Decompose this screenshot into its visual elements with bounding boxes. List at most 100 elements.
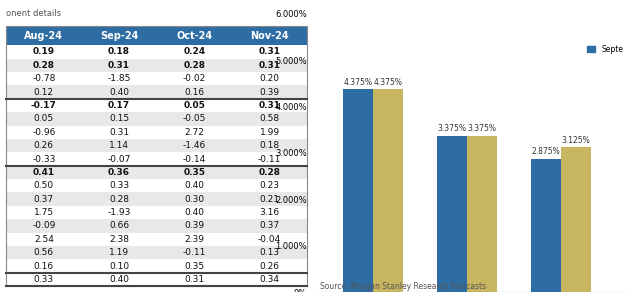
Bar — [6, 206, 307, 219]
Text: 1.19: 1.19 — [109, 248, 129, 257]
Bar — [6, 59, 307, 72]
Text: 1.14: 1.14 — [109, 141, 129, 150]
Text: 3.125%: 3.125% — [562, 136, 591, 145]
Text: -0.96: -0.96 — [32, 128, 56, 137]
Bar — [6, 259, 307, 273]
Bar — [6, 246, 307, 259]
Text: 2.38: 2.38 — [109, 235, 129, 244]
Text: 0.35: 0.35 — [183, 168, 206, 177]
Text: -0.33: -0.33 — [32, 154, 56, 164]
Bar — [6, 273, 307, 286]
Text: onent details: onent details — [6, 8, 61, 18]
Text: 0.05: 0.05 — [34, 114, 54, 123]
Text: 0.28: 0.28 — [183, 61, 206, 70]
Text: 3.375%: 3.375% — [438, 124, 466, 133]
Bar — [343, 89, 373, 292]
Text: -0.14: -0.14 — [182, 154, 206, 164]
Bar — [6, 85, 307, 99]
Text: 0.40: 0.40 — [109, 88, 129, 97]
Bar — [6, 26, 307, 286]
Text: 0.66: 0.66 — [109, 221, 129, 230]
Bar — [467, 135, 497, 292]
Text: 3.16: 3.16 — [260, 208, 280, 217]
Text: 4.375%: 4.375% — [374, 78, 403, 87]
Legend: Septe: Septe — [584, 42, 626, 57]
Text: 0.33: 0.33 — [34, 275, 54, 284]
Text: -0.07: -0.07 — [107, 154, 131, 164]
Text: 0.58: 0.58 — [260, 114, 280, 123]
Text: 0.16: 0.16 — [184, 88, 204, 97]
Text: 0.40: 0.40 — [184, 208, 204, 217]
Text: 0.17: 0.17 — [108, 101, 130, 110]
Text: 0.31: 0.31 — [259, 101, 281, 110]
Bar — [6, 112, 307, 126]
Text: 0.12: 0.12 — [34, 88, 54, 97]
Bar — [6, 219, 307, 233]
Text: 0.37: 0.37 — [260, 221, 280, 230]
Text: -0.17: -0.17 — [31, 101, 57, 110]
Text: 0.18: 0.18 — [108, 48, 130, 56]
Text: 0.36: 0.36 — [108, 168, 130, 177]
Text: -0.05: -0.05 — [182, 114, 206, 123]
Text: 0.41: 0.41 — [33, 168, 55, 177]
Text: 0.18: 0.18 — [260, 141, 280, 150]
Text: 0.31: 0.31 — [108, 61, 130, 70]
Bar — [6, 99, 307, 112]
Text: Oct-24: Oct-24 — [176, 31, 213, 41]
Text: 0.28: 0.28 — [33, 61, 55, 70]
Text: 0.21: 0.21 — [260, 195, 280, 204]
Text: -0.09: -0.09 — [32, 221, 56, 230]
Text: 1.99: 1.99 — [260, 128, 280, 137]
Text: 2.54: 2.54 — [34, 235, 54, 244]
Text: 0.28: 0.28 — [109, 195, 129, 204]
Bar — [437, 135, 467, 292]
Text: 0.23: 0.23 — [260, 181, 280, 190]
Text: 0.10: 0.10 — [109, 262, 129, 271]
Bar — [82, 26, 157, 45]
Bar — [6, 139, 307, 152]
Text: -0.02: -0.02 — [182, 74, 206, 83]
Text: 0.35: 0.35 — [184, 262, 204, 271]
Text: 4.375%: 4.375% — [344, 78, 372, 87]
Text: 2.875%: 2.875% — [532, 147, 561, 157]
Bar — [6, 126, 307, 139]
Text: 0.31: 0.31 — [184, 275, 204, 284]
Text: 0.26: 0.26 — [260, 262, 280, 271]
Text: 0.13: 0.13 — [260, 248, 280, 257]
Text: Nov-24: Nov-24 — [250, 31, 289, 41]
Text: 3.375%: 3.375% — [468, 124, 497, 133]
Text: 2.39: 2.39 — [184, 235, 204, 244]
Text: Aug-24: Aug-24 — [24, 31, 63, 41]
Text: -1.93: -1.93 — [107, 208, 131, 217]
Bar — [232, 26, 307, 45]
Text: -0.78: -0.78 — [32, 74, 56, 83]
Bar — [373, 89, 403, 292]
Text: 0.30: 0.30 — [184, 195, 204, 204]
Text: 0.16: 0.16 — [34, 262, 54, 271]
Bar — [6, 166, 307, 179]
Bar — [6, 179, 307, 192]
Text: 0.19: 0.19 — [33, 48, 55, 56]
Bar — [6, 26, 82, 45]
Bar — [6, 192, 307, 206]
Bar — [6, 233, 307, 246]
Bar — [531, 159, 561, 292]
Text: 0.39: 0.39 — [260, 88, 280, 97]
Text: 0.33: 0.33 — [109, 181, 129, 190]
Text: 0.24: 0.24 — [183, 48, 206, 56]
Text: -1.46: -1.46 — [182, 141, 206, 150]
Text: -0.11: -0.11 — [258, 154, 282, 164]
Text: 0.15: 0.15 — [109, 114, 129, 123]
Text: 0.31: 0.31 — [109, 128, 129, 137]
Text: 0.20: 0.20 — [260, 74, 280, 83]
Text: -1.85: -1.85 — [107, 74, 131, 83]
Text: Sep-24: Sep-24 — [100, 31, 139, 41]
Text: -0.04: -0.04 — [258, 235, 282, 244]
Text: 0.50: 0.50 — [34, 181, 54, 190]
Text: 0.28: 0.28 — [259, 168, 281, 177]
Text: 0.05: 0.05 — [184, 101, 205, 110]
Text: 0.31: 0.31 — [259, 48, 281, 56]
Bar — [561, 147, 591, 292]
Text: 0.40: 0.40 — [109, 275, 129, 284]
Text: 0.31: 0.31 — [259, 61, 281, 70]
